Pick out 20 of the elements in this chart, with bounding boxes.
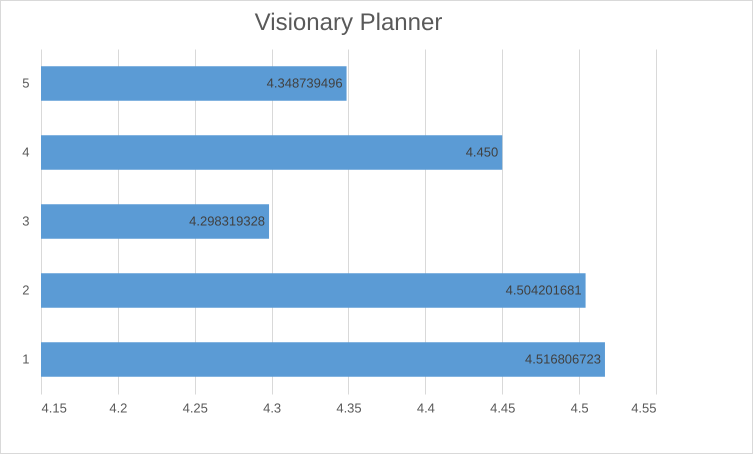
x-tick-label: 4.2 [109,400,128,416]
y-tick-label: 2 [22,282,30,298]
x-tick-label: 4.35 [336,400,362,416]
x-tick-label: 4.4 [416,400,435,416]
y-tick-label: 5 [22,76,30,90]
data-label: 4.298319328 [189,214,266,228]
y-tick-label: 1 [22,352,30,366]
data-label: 4.504201681 [506,282,582,298]
x-tick-label: 4.55 [631,400,656,416]
data-label: 4.348739496 [266,76,343,90]
x-tick-label: 4.3 [263,400,282,416]
y-tick-label: 3 [22,214,30,228]
data-label: 4.516806723 [525,352,601,366]
x-tick-label: 4.5 [570,400,589,416]
x-tick-label: 4.45 [490,400,516,416]
data-label: 4.450 [466,144,498,160]
chart-title: Visionary Planner [254,9,442,36]
y-tick-label: 4 [22,144,30,160]
x-tick-label: 4.25 [182,400,208,416]
x-tick-label: 4.15 [42,400,67,416]
